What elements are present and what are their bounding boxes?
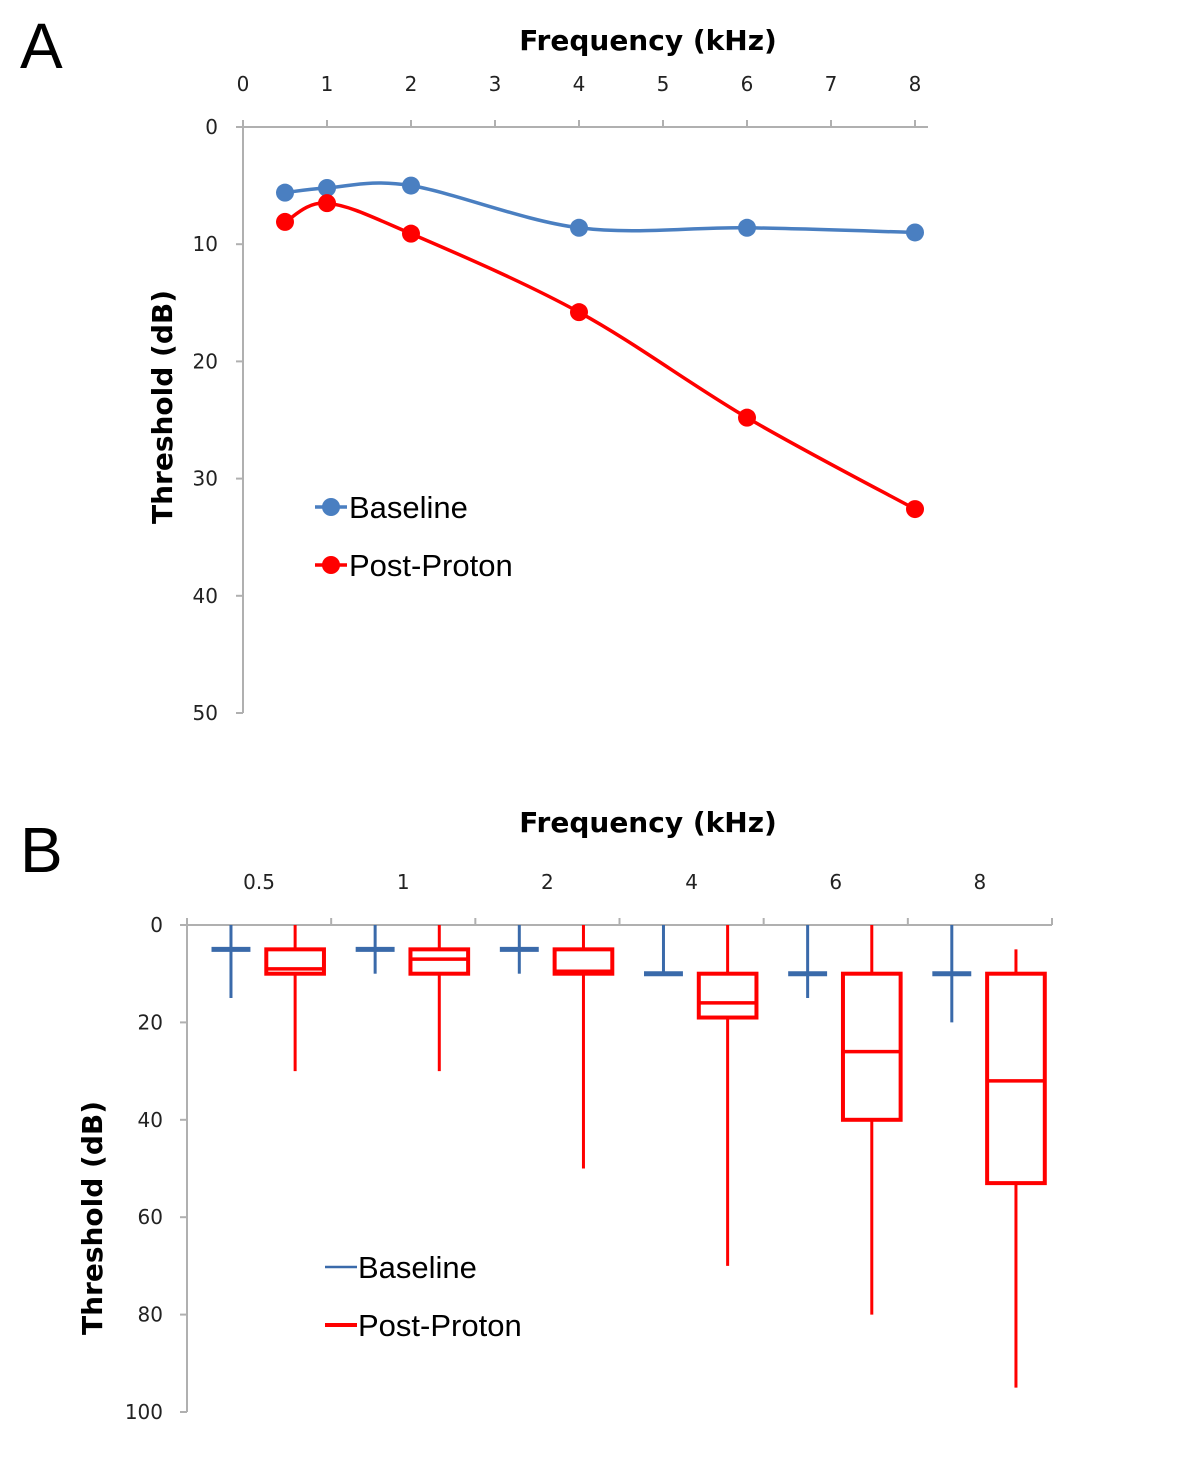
panel-a-x-axis-title: Frequency (kHz) — [519, 24, 777, 57]
panel-b-x-axis-title: Frequency (kHz) — [519, 806, 777, 839]
data-point — [402, 176, 420, 195]
box-plot — [211, 925, 251, 999]
box — [696, 971, 759, 1020]
y-tick-label: 0 — [205, 115, 218, 139]
legend-label: Baseline — [358, 1250, 477, 1285]
box-plot — [644, 925, 683, 977]
data-point — [402, 224, 420, 243]
panel-b-series — [211, 925, 1047, 1388]
box — [840, 971, 903, 1122]
y-tick-label: 20 — [193, 349, 218, 373]
box-plot — [788, 925, 828, 999]
series-post-proton — [276, 194, 924, 519]
y-tick-label: 0 — [150, 913, 163, 937]
box-plot — [552, 925, 615, 1169]
y-tick-label: 10 — [193, 232, 218, 256]
legend-label: Post-Proton — [358, 1308, 522, 1343]
x-tick-label: 6 — [741, 72, 754, 96]
box-plot — [264, 925, 326, 1072]
x-tick-label: 1 — [321, 72, 334, 96]
legend-item: Baseline — [315, 490, 468, 525]
box — [408, 947, 471, 976]
legend-item: Post-Proton — [315, 548, 513, 583]
panel-a-axes: 0 1 2 3 4 5 6 7 8 0 10 20 30 40 50 — [193, 72, 928, 725]
data-point — [318, 194, 336, 213]
series-line — [284, 181, 916, 235]
box — [552, 947, 615, 976]
box — [985, 971, 1047, 1186]
data-point — [906, 223, 924, 242]
x-tick-label: 6 — [829, 870, 842, 894]
legend-swatch-marker — [322, 498, 340, 516]
panel-b: B Frequency (kHz) Threshold (dB) 0.5 1 2 4 6… — [20, 806, 1053, 1424]
series-baseline — [211, 925, 972, 1023]
x-tick-label: 3 — [489, 72, 502, 96]
y-tick-label: 100 — [125, 1400, 163, 1424]
x-tick-label: 8 — [909, 72, 922, 96]
data-point — [276, 183, 294, 202]
x-tick-label: 2 — [541, 870, 554, 894]
box-plot — [840, 925, 903, 1315]
data-point — [906, 500, 924, 519]
panel-a-series — [276, 176, 924, 519]
box — [264, 947, 326, 976]
legend-swatch-marker — [322, 556, 340, 574]
y-tick-label: 20 — [138, 1010, 163, 1034]
box-plot — [355, 925, 395, 974]
panel-a: A Frequency (kHz) Threshold (dB) 0 1 2 3 4 5 6… — [20, 10, 928, 725]
data-point — [570, 303, 588, 322]
panel-b-y-axis-title: Threshold (dB) — [76, 1101, 109, 1335]
legend-item: Baseline — [325, 1250, 477, 1285]
data-point — [318, 178, 336, 197]
x-tick-label: 2 — [405, 72, 418, 96]
x-tick-label: 8 — [974, 870, 987, 894]
box-plot — [499, 925, 539, 974]
box-plot — [932, 925, 972, 1023]
x-tick-label: 5 — [657, 72, 670, 96]
box-plot — [985, 949, 1047, 1388]
series-post-proton — [264, 925, 1047, 1388]
y-tick-label: 40 — [138, 1108, 163, 1132]
x-tick-label: 4 — [573, 72, 586, 96]
y-tick-label: 80 — [138, 1303, 163, 1327]
legend-label: Post-Proton — [349, 548, 513, 583]
x-tick-label: 0 — [237, 72, 250, 96]
series-line — [284, 201, 916, 511]
y-tick-label: 50 — [193, 701, 218, 725]
legend-label: Baseline — [349, 490, 468, 525]
data-point — [570, 218, 588, 237]
x-tick-label: 4 — [685, 870, 698, 894]
x-tick-label: 1 — [397, 870, 410, 894]
y-tick-label: 30 — [193, 467, 218, 491]
x-tick-label: 7 — [825, 72, 838, 96]
panel-b-legend: Baseline Post-Proton — [325, 1250, 522, 1343]
box-plot — [696, 925, 759, 1266]
y-tick-label: 60 — [138, 1205, 163, 1229]
data-point — [738, 408, 756, 427]
panel-a-label: A — [20, 10, 63, 82]
panel-a-y-axis-title: Threshold (dB) — [146, 290, 179, 524]
x-tick-label: 0.5 — [243, 870, 275, 894]
legend-item: Post-Proton — [325, 1308, 522, 1343]
box-plot — [408, 925, 471, 1072]
panel-b-label: B — [20, 814, 63, 886]
data-point — [276, 212, 294, 231]
data-point — [738, 218, 756, 237]
panel-a-legend: Baseline Post-Proton — [315, 490, 513, 583]
series-baseline — [276, 176, 924, 242]
y-tick-label: 40 — [193, 584, 218, 608]
